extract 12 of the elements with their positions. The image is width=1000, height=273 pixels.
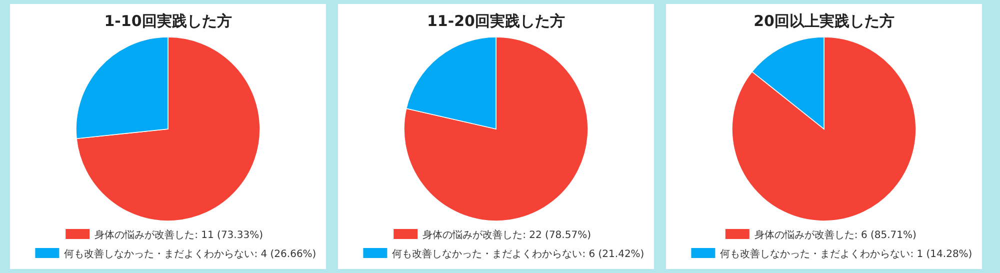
legend-label: 何も改善しなかった・まだよくわからない: 4 (26.66%) [64, 248, 316, 260]
legend-label: 身体の悩みが改善した: 6 (85.71%) [754, 229, 917, 241]
legend-label: 身体の悩みが改善した: 11 (73.33%) [94, 229, 264, 241]
pie-slice [76, 36, 260, 222]
pie-slice [732, 36, 916, 222]
legend-label: 身体の悩みが改善した: 22 (78.57%) [422, 229, 592, 241]
pie-slice [404, 36, 588, 222]
chart-title: 20回以上実践した方 [754, 12, 894, 30]
legend-label: 何も改善しなかった・まだよくわからない: 6 (21.42%) [392, 248, 644, 260]
legend-label: 何も改善しなかった・まだよくわからない: 1 (14.28%) [720, 248, 972, 260]
chart-title: 11-20回実践した方 [427, 12, 565, 30]
chart-title: 1-10回実践した方 [104, 12, 232, 30]
